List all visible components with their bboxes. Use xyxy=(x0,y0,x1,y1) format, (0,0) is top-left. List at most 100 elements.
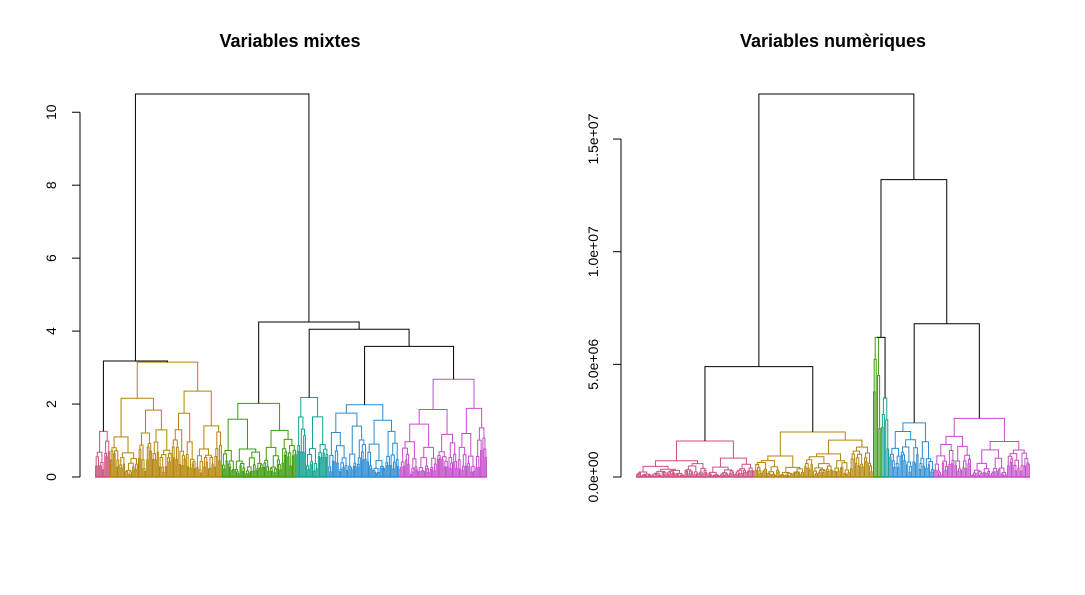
dendrogram-branch xyxy=(352,466,355,477)
dendrogram-merge-branch xyxy=(134,93,310,362)
dendrogram-branch xyxy=(477,466,480,477)
dendrogram-branch xyxy=(468,466,471,477)
dendrogram-branch xyxy=(345,404,384,421)
dendrogram-branch xyxy=(779,431,846,457)
dendrogram-branch xyxy=(989,440,1020,450)
dendrogram-branch xyxy=(342,466,345,477)
dendrogram-branch xyxy=(179,450,184,465)
dendrogram-branch xyxy=(97,465,100,477)
dendrogram-tree xyxy=(636,93,1030,478)
dendrogram-merge-branch xyxy=(364,345,455,405)
dendrogram-branch xyxy=(262,466,266,477)
dendrogram-branch xyxy=(300,451,303,477)
dendrogram-branch xyxy=(265,446,277,461)
dendrogram-branch xyxy=(905,464,909,477)
dendrogram-branch xyxy=(896,467,900,477)
dendrogram-branch xyxy=(967,463,970,477)
dendrogram-branch xyxy=(392,468,395,477)
dendrogram-branch xyxy=(446,466,449,477)
dendrogram-branch xyxy=(418,408,448,435)
dendrogram-branch xyxy=(392,442,398,460)
dendrogram-branch xyxy=(194,468,197,477)
dendrogram-branch xyxy=(808,469,811,477)
dendrogram-branch xyxy=(921,441,930,459)
dendrogram-branch xyxy=(115,466,119,477)
dendrogram-branch xyxy=(146,459,149,477)
dendrogram-branch xyxy=(218,460,221,477)
dendrogram-branch xyxy=(134,468,137,477)
dendrogram-branch xyxy=(152,458,155,477)
dendrogram-branch xyxy=(655,460,699,467)
dendrogram-merge-branch xyxy=(758,93,915,367)
dendrogram-branch xyxy=(459,468,462,477)
dendrogram-branch xyxy=(837,470,840,477)
y-tick-label: 1.0e+07 xyxy=(585,226,601,277)
dendrogram-branch xyxy=(930,471,933,477)
dendrogram-branch xyxy=(120,457,125,466)
dendrogram-branch xyxy=(754,469,757,477)
dendrogram-branch xyxy=(107,451,110,477)
dendrogram-branch xyxy=(229,466,232,477)
dendrogram-branch xyxy=(777,471,780,477)
dendrogram-branch xyxy=(132,466,135,477)
dendrogram-branch xyxy=(865,460,868,477)
dendrogram-branch xyxy=(143,471,147,477)
dendrogram-branch xyxy=(418,471,421,477)
dendrogram-branch xyxy=(138,457,141,477)
dendrogram-branch xyxy=(1027,464,1030,477)
dendrogram-branch xyxy=(95,465,98,477)
dendrogram-branch xyxy=(113,453,116,477)
dendrogram-branch xyxy=(283,454,287,477)
dendrogram-branch xyxy=(810,464,813,477)
dendrogram-branch xyxy=(152,453,156,460)
y-axis: 0.0e+00 5.0e+06 1.0e+07 1.5e+07 xyxy=(585,113,622,503)
dendrogram-branch xyxy=(872,391,876,477)
dendrogram-branch xyxy=(855,462,858,477)
dendrogram-branch xyxy=(309,464,312,477)
dendrogram-branch xyxy=(224,449,232,461)
dendrogram-branch xyxy=(173,457,176,477)
dendrogram-branch xyxy=(281,462,284,477)
dendrogram-branch xyxy=(95,456,99,467)
dendrogram-branch xyxy=(855,446,868,453)
dendrogram-branch xyxy=(407,464,410,477)
dendrogram-branch xyxy=(804,466,807,477)
dendrogram-branch xyxy=(685,470,689,477)
dendrogram-branch xyxy=(227,418,248,451)
dendrogram-branch xyxy=(296,450,299,477)
dendrogram-branch xyxy=(420,470,425,472)
dendrogram-branch xyxy=(415,469,418,477)
dendrogram-branch xyxy=(913,463,916,477)
dendrogram-branch xyxy=(338,471,342,477)
dendrogram-branch xyxy=(422,471,425,477)
dendrogram-branch xyxy=(471,465,475,473)
dendrogram-branch xyxy=(330,432,341,456)
dendrogram-branch xyxy=(998,469,1001,477)
dendrogram-branch xyxy=(922,465,925,477)
dendrogram-chart-mixed: Variables mixtes 0 2 4 6 8 10 xyxy=(43,31,487,481)
dendrogram-branch xyxy=(964,468,968,477)
dendrogram-branch xyxy=(857,465,860,477)
dendrogram-branch xyxy=(177,412,191,442)
chart-title: Variables numèriques xyxy=(740,31,926,51)
dendrogram-branch xyxy=(362,459,365,477)
dendrogram-branch xyxy=(315,468,318,477)
dendrogram-branch xyxy=(934,469,937,477)
dendrogram-branch xyxy=(850,468,853,477)
dendrogram-branch xyxy=(962,460,967,469)
dendrogram-branch xyxy=(156,451,159,477)
dendrogram-branch xyxy=(300,396,319,417)
dendrogram-branch xyxy=(420,471,423,477)
dendrogram-branch xyxy=(458,446,466,460)
dendrogram-branch xyxy=(760,460,775,467)
dendrogram-branch xyxy=(976,462,987,471)
chart-title: Variables mixtes xyxy=(219,31,360,51)
dendrogram-branch xyxy=(191,463,194,477)
dendrogram-branch xyxy=(927,464,931,477)
dendrogram-branch xyxy=(252,470,255,477)
y-tick-label: 5.0e+06 xyxy=(585,339,601,390)
dendrogram-branch xyxy=(164,466,168,477)
dendrogram-branch xyxy=(178,463,182,477)
dendrogram-branch xyxy=(667,471,671,474)
dendrogram-branch xyxy=(857,453,863,465)
